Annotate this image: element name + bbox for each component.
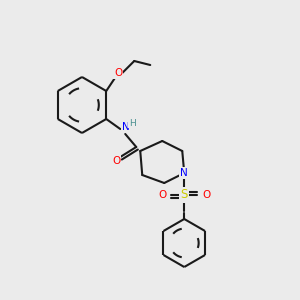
Text: O: O [114,68,122,78]
Text: O: O [112,156,120,166]
Text: N: N [180,168,188,178]
Text: H: H [129,118,136,127]
Text: S: S [181,188,188,202]
Text: N: N [122,122,130,132]
Text: O: O [202,190,210,200]
Text: O: O [158,190,166,200]
